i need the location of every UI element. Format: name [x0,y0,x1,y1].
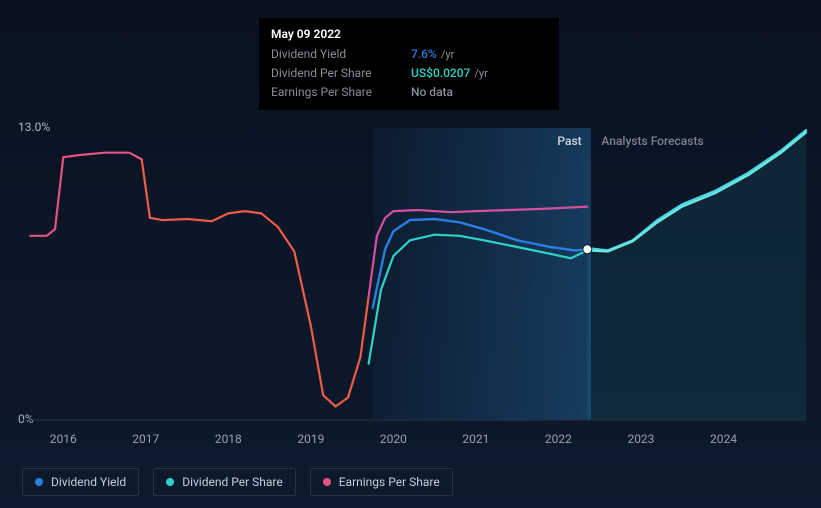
legend-dot [166,478,174,486]
tooltip-row-dps: Dividend Per Share US$0.0207 /yr [271,65,547,82]
tooltip-unit: /yr [474,66,487,82]
legend-label: Dividend Per Share [182,475,283,489]
legend-item-dividend-per-share[interactable]: Dividend Per Share [153,468,296,496]
legend-item-dividend-yield[interactable]: Dividend Yield [22,468,139,496]
tooltip-label: Earnings Per Share [271,84,411,100]
legend-label: Earnings Per Share [339,475,440,489]
tooltip-row-dy: Dividend Yield 7.6% /yr [271,46,547,63]
tooltip-value: No data [411,84,453,100]
legend-dot [35,478,43,486]
legend-item-earnings-per-share[interactable]: Earnings Per Share [310,468,453,496]
tooltip-row-eps: Earnings Per Share No data [271,84,547,100]
tooltip-label: Dividend Per Share [271,65,411,81]
chart-legend: Dividend Yield Dividend Per Share Earnin… [22,468,453,496]
legend-label: Dividend Yield [51,475,126,489]
dividend-chart: Past Analysts Forecasts 13.0% 0% 2016 20… [0,0,821,508]
tooltip-label: Dividend Yield [271,46,411,62]
chart-tooltip: May 09 2022 Dividend Yield 7.6% /yr Divi… [259,18,559,110]
legend-dot [323,478,331,486]
tooltip-value: 7.6% [411,46,437,62]
tooltip-value: US$0.0207 [411,65,470,81]
tooltip-unit: /yr [441,47,454,63]
tooltip-date: May 09 2022 [271,26,547,42]
